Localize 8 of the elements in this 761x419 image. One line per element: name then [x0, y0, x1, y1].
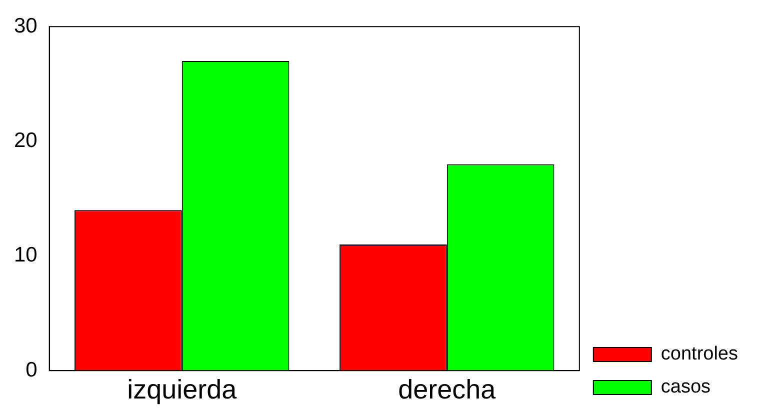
legend-label: controles — [660, 344, 738, 365]
y-tick-label: 30 — [14, 14, 38, 38]
y-tick-label: 0 — [26, 358, 38, 382]
y-tick-label: 20 — [14, 129, 38, 152]
legend-label: casos — [660, 376, 711, 398]
y-tick-label: 10 — [14, 244, 38, 267]
x-tick-label: derecha — [398, 374, 497, 404]
x-tick-label: izquierda — [127, 374, 238, 404]
